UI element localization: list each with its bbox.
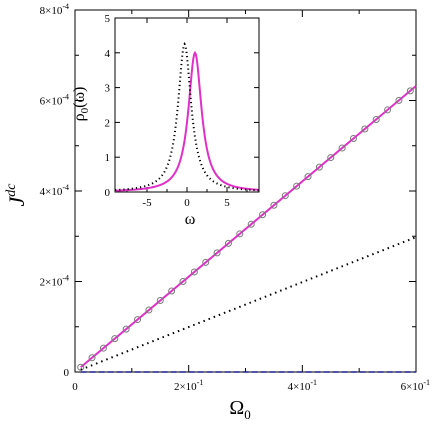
main-y-tick-label: 0: [64, 367, 70, 379]
main-data-circle: [293, 182, 301, 190]
main-data-circle: [315, 163, 323, 171]
main-data-circle: [99, 344, 107, 352]
main-data-circle: [384, 106, 392, 114]
main-data-circle: [202, 258, 210, 266]
main-y-axis-symbol: J: [4, 195, 29, 206]
main-data-circle: [327, 154, 335, 162]
main-data-circle: [236, 230, 244, 238]
main-x-tick-label-mantissa: 2×10: [174, 381, 197, 393]
main-data-circle: [134, 316, 142, 324]
main-x-axis-subscript: 0: [244, 407, 251, 422]
main-x-tick-label-exponent: -1: [310, 378, 317, 387]
main-data-circle: [224, 239, 232, 247]
inset-y-tick-label: 4: [105, 48, 111, 60]
main-data-circle: [406, 87, 414, 95]
main-data-circle: [281, 192, 289, 200]
main-x-tick-label: 4×10-1: [288, 378, 317, 393]
main-data-circle: [179, 277, 187, 285]
main-data-circle: [145, 306, 153, 314]
main-data-circle: [213, 249, 221, 257]
main-x-ticks: 0 2×10-1 4×10-1 6×10-1: [72, 10, 430, 393]
main-data-circle: [88, 354, 96, 362]
main-y-tick-label-exponent: -4: [62, 183, 69, 192]
inset-y-ticks: 0 1 2 3 4 5: [105, 13, 259, 199]
inset-y-axis-title: ρ0(ω): [71, 87, 91, 122]
main-x-tick-label-mantissa: 4×10: [288, 381, 311, 393]
main-data-circle: [156, 297, 164, 305]
main-y-tick-label: 8×10-4: [40, 2, 69, 17]
main-dotted-line: [80, 236, 417, 371]
main-y-tick-label-exponent: -4: [62, 274, 69, 283]
main-data-circle: [247, 220, 255, 228]
main-chart: 0 2×10-1 4×10-1 6×10-1 02×10-44×10-46×10-48…: [4, 2, 430, 422]
main-series: [77, 85, 417, 373]
inset-y-tick-label: 3: [105, 83, 111, 95]
main-x-tick-label-exponent: -1: [423, 378, 430, 387]
main-y-tick-label-mantissa: 2×10: [40, 277, 63, 289]
main-data-circle: [77, 363, 85, 371]
inset-y-axis-symbol: ρ: [71, 113, 88, 121]
main-x-axis-title: Ω0: [229, 397, 250, 422]
inset-series: [114, 42, 260, 192]
main-data-circle: [190, 268, 198, 276]
main-x-tick-label-exponent: -1: [197, 378, 204, 387]
inset-y-tick-label: 2: [105, 117, 111, 129]
inset-dotted-curve: [114, 42, 260, 192]
main-y-tick-label-mantissa: 8×10: [40, 5, 63, 17]
main-y-tick-label-mantissa: 6×10: [40, 96, 63, 108]
main-data-circle: [304, 173, 312, 181]
inset-y-tick-label: 0: [105, 187, 111, 199]
main-data-circle: [395, 96, 403, 104]
main-data-circle: [338, 144, 346, 152]
inset-y-tick-label: 5: [105, 13, 111, 25]
inset-background: [115, 18, 259, 192]
main-data-circle: [111, 335, 119, 343]
main-y-tick-label-exponent: -4: [62, 93, 69, 102]
inset-y-axis-suffix: (ω): [71, 87, 88, 108]
main-y-tick-label-exponent: -4: [62, 2, 69, 11]
main-data-circle: [168, 287, 176, 295]
main-data-circle: [372, 115, 380, 123]
main-y-tick-label: 4×10-4: [40, 183, 69, 198]
inset-y-tick-label: 1: [105, 152, 111, 164]
main-x-tick-label: 2×10-1: [174, 378, 203, 393]
main-x-tick-label: 0: [72, 381, 78, 393]
inset-x-axis-title: ω: [185, 211, 196, 228]
inset-y-axis-subscript: 0: [79, 107, 91, 113]
inset-x-tick-label: 0: [184, 197, 190, 209]
main-data-circle: [259, 211, 267, 219]
main-x-tick-label: 6×10-1: [401, 378, 430, 393]
main-y-tick-label: 2×10-4: [40, 274, 69, 289]
main-y-axis-superscript: dc: [4, 183, 19, 197]
inset-x-tick-label: -5: [142, 197, 152, 209]
inset-x-tick-label: 5: [224, 197, 230, 209]
main-x-axis-symbol: Ω: [229, 397, 244, 419]
main-solid-line: [80, 85, 417, 369]
inset-solid-curve: [114, 50, 260, 192]
main-data-circle: [349, 135, 357, 143]
main-y-axis-title: Jdc: [4, 183, 29, 207]
main-y-tick-label-mantissa: 4×10: [40, 186, 63, 198]
main-y-tick-label: 6×10-4: [40, 93, 69, 108]
main-x-tick-label-mantissa: 6×10: [401, 381, 424, 393]
main-data-circle: [270, 201, 278, 209]
main-data-circle: [361, 125, 369, 133]
main-data-circle: [122, 325, 130, 333]
